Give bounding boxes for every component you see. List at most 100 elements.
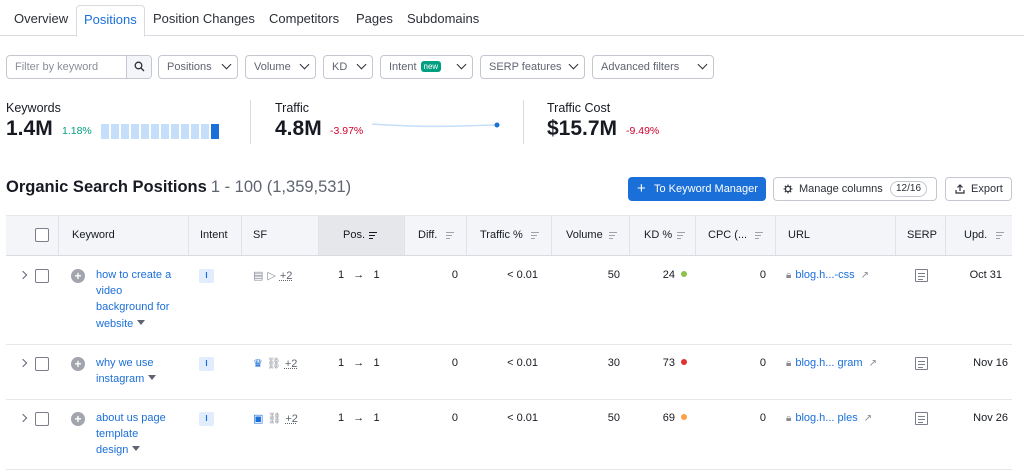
row-checkbox[interactable] xyxy=(35,357,49,371)
add-to-list-icon[interactable]: + xyxy=(71,412,85,426)
keyword-dropdown-icon[interactable] xyxy=(137,319,146,325)
sort-icon xyxy=(996,232,1004,239)
diff-value: 0 xyxy=(451,412,458,424)
row-checkbox[interactable] xyxy=(35,412,49,426)
column-header-traffic[interactable]: Traffic % xyxy=(466,216,551,255)
sf-more-link[interactable]: +2 xyxy=(285,413,298,425)
column-header-sf[interactable]: SF xyxy=(241,216,318,255)
keyword-link[interactable]: how to create a video background for websit… xyxy=(96,269,172,330)
diff-value: 0 xyxy=(451,269,458,281)
serp-snapshot-icon[interactable] xyxy=(915,412,928,425)
keywords-delta: 1.18% xyxy=(62,125,92,137)
column-header-upd[interactable]: Upd. xyxy=(945,216,1012,255)
position-change: 1 → 1 xyxy=(338,357,380,369)
traffic-cost-label: Traffic Cost xyxy=(547,101,611,115)
diff-value: 0 xyxy=(451,357,458,369)
url-link[interactable]: 🔒︎ blog.h... ples ↗ xyxy=(786,412,873,424)
expand-row-icon[interactable] xyxy=(18,270,28,280)
serp-snapshot-icon[interactable] xyxy=(915,269,928,282)
manage-columns-button[interactable]: Manage columns 12/16 xyxy=(773,177,937,201)
keyword-dropdown-icon[interactable] xyxy=(132,446,141,452)
chevron-down-icon xyxy=(697,59,708,70)
column-header-keyword[interactable]: Keyword xyxy=(58,216,188,255)
export-button[interactable]: Export xyxy=(945,177,1012,201)
traffic-delta: -3.97% xyxy=(330,125,364,137)
table-row: + how to create a video background for webs… xyxy=(6,256,1012,345)
kd-value: 73 xyxy=(631,357,687,369)
column-header-intent[interactable]: Intent xyxy=(188,216,241,255)
keyword-filter xyxy=(6,55,152,79)
keywords-label: Keywords xyxy=(6,101,61,115)
column-header-cpc[interactable]: CPC (... xyxy=(695,216,775,255)
intent-badge: I xyxy=(199,357,214,371)
serp-features-filter[interactable]: SERP features xyxy=(480,55,585,79)
expand-row-icon[interactable] xyxy=(18,358,28,368)
column-header-diff[interactable]: Diff. xyxy=(404,216,466,255)
tab-overview[interactable]: Overview xyxy=(14,11,69,26)
traffic-sparkline[interactable] xyxy=(372,118,502,134)
add-to-list-icon[interactable]: + xyxy=(71,269,85,283)
plus-icon: + xyxy=(637,180,646,197)
snippet-icon: ▤ xyxy=(253,270,264,282)
column-header-volume[interactable]: Volume xyxy=(551,216,629,255)
to-keyword-manager-button[interactable]: + To Keyword Manager xyxy=(628,177,766,201)
sort-icon xyxy=(531,232,539,239)
export-icon xyxy=(955,184,965,194)
column-header-kd[interactable]: KD % xyxy=(629,216,695,255)
sort-icon xyxy=(446,232,454,239)
summary-divider xyxy=(523,100,524,144)
lock-icon: 🔒︎ xyxy=(786,413,792,424)
add-to-list-icon[interactable]: + xyxy=(71,357,85,371)
updated-date: Nov 16 xyxy=(973,357,1008,369)
crown-icon: ♛ xyxy=(253,358,263,370)
tab-positions[interactable]: Positions xyxy=(76,5,145,37)
sf-more-link[interactable]: +2 xyxy=(279,270,293,282)
report-tabs: Overview Positions Position Changes Comp… xyxy=(0,0,1024,37)
serp-snapshot-icon[interactable] xyxy=(915,357,928,370)
keyword-dropdown-icon[interactable] xyxy=(148,375,157,381)
intent-badge: I xyxy=(199,269,214,283)
tab-subdomains[interactable]: Subdomains xyxy=(407,11,480,26)
keyword-filter-search-button[interactable] xyxy=(126,56,151,78)
traffic-value: < 0.01 xyxy=(507,357,538,369)
link-icon: ⛓︎ xyxy=(267,413,282,425)
advanced-filters[interactable]: Advanced filters xyxy=(592,55,714,79)
traffic-value: < 0.01 xyxy=(507,412,538,424)
expand-row-icon[interactable] xyxy=(18,413,28,423)
tab-position-changes[interactable]: Position Changes xyxy=(153,11,255,26)
keyword-filter-input[interactable] xyxy=(7,56,127,78)
serp-features: ▤ ▷ +2 xyxy=(253,269,292,282)
select-all-checkbox[interactable] xyxy=(35,228,49,242)
kd-value: 69 xyxy=(631,412,687,424)
traffic-value: 4.8M xyxy=(275,117,322,140)
search-icon xyxy=(134,61,145,72)
tab-competitors[interactable]: Competitors xyxy=(269,11,340,26)
tab-pages[interactable]: Pages xyxy=(356,11,393,26)
chevron-down-icon xyxy=(356,59,367,70)
updated-date: Nov 26 xyxy=(973,412,1008,424)
section-title: Organic Search Positions 1 - 100 (1,359,5… xyxy=(6,178,352,196)
serp-features: ▣ ⛓︎ +2 xyxy=(253,412,298,425)
intent-filter[interactable]: Intent new xyxy=(380,55,473,79)
traffic-value: < 0.01 xyxy=(507,269,538,281)
column-header-serp[interactable]: SERP xyxy=(895,216,945,255)
row-checkbox[interactable] xyxy=(35,269,49,283)
url-link[interactable]: 🔒︎ blog.h... gram ↗ xyxy=(786,357,877,369)
position-change: 1 → 1 xyxy=(338,412,380,424)
positions-filter[interactable]: Positions xyxy=(158,55,238,79)
external-link-icon: ↗ xyxy=(868,358,877,369)
position-change: 1 → 1 xyxy=(338,269,380,281)
chevron-down-icon xyxy=(568,59,579,70)
intent-badge: I xyxy=(199,412,214,426)
kd-indicator xyxy=(681,414,687,420)
volume-filter[interactable]: Volume xyxy=(245,55,316,79)
column-header-url[interactable]: URL xyxy=(775,216,895,255)
external-link-icon: ↗ xyxy=(863,413,873,424)
sf-more-link[interactable]: +2 xyxy=(284,358,298,370)
keyword-link[interactable]: about us page template design xyxy=(96,412,166,457)
column-header-pos[interactable]: Pos. xyxy=(318,216,404,255)
url-link[interactable]: 🔒︎ blog.h...-css ↗ xyxy=(786,269,870,281)
kd-filter[interactable]: KD xyxy=(323,55,373,79)
summary-divider xyxy=(250,100,251,144)
keyword-link[interactable]: why we use instagram xyxy=(96,355,182,387)
